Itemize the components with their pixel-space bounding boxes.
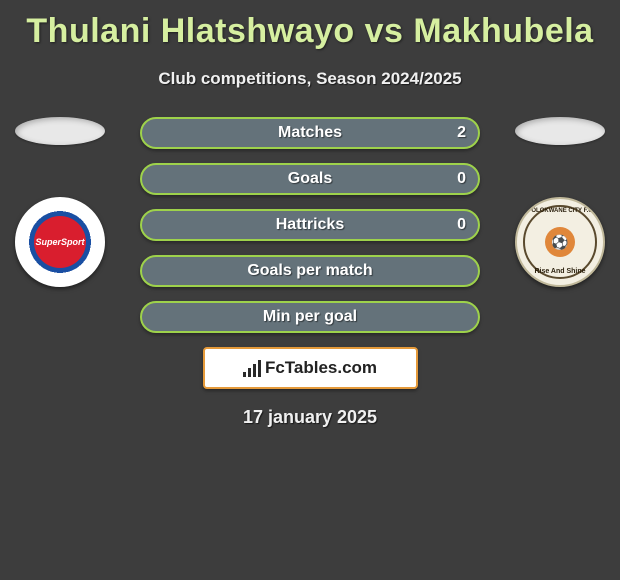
player-right-column: POLOKWANE CITY F.C ⚽ Rise And Shine bbox=[500, 117, 620, 287]
stat-row: Hattricks 0 bbox=[140, 209, 480, 241]
player-left-avatar-placeholder bbox=[15, 117, 105, 145]
comparison-panel: SuperSport POLOKWANE CITY F.C ⚽ Rise And… bbox=[0, 117, 620, 428]
stats-list: Matches 2 Goals 0 Hattricks 0 Goals per match M… bbox=[140, 117, 480, 333]
club-badge-right-motto: Rise And Shine bbox=[534, 268, 585, 275]
bar-chart-icon-bar bbox=[248, 368, 251, 377]
stat-row: Goals per match bbox=[140, 255, 480, 287]
stat-label: Goals bbox=[288, 170, 332, 188]
stat-value-right: 0 bbox=[457, 170, 466, 188]
site-name: FcTables.com bbox=[265, 358, 377, 378]
page-title: Thulani Hlatshwayo vs Makhubela bbox=[0, 0, 620, 51]
bar-chart-icon bbox=[243, 359, 261, 377]
stat-value-right: 0 bbox=[457, 216, 466, 234]
club-badge-left-inner: SuperSport bbox=[34, 216, 86, 268]
stat-value-right: 2 bbox=[457, 124, 466, 142]
stat-label: Matches bbox=[278, 124, 342, 142]
snapshot-date: 17 january 2025 bbox=[0, 407, 620, 428]
bar-chart-icon-bar bbox=[253, 364, 256, 377]
club-badge-right-top-text: POLOKWANE CITY F.C bbox=[527, 208, 592, 214]
stat-label: Goals per match bbox=[247, 262, 372, 280]
stat-row: Min per goal bbox=[140, 301, 480, 333]
stat-row: Matches 2 bbox=[140, 117, 480, 149]
player-left-column: SuperSport bbox=[0, 117, 120, 287]
page-subtitle: Club competitions, Season 2024/2025 bbox=[0, 69, 620, 89]
site-attribution: FcTables.com bbox=[203, 347, 418, 389]
stat-label: Min per goal bbox=[263, 308, 357, 326]
bar-chart-icon-bar bbox=[243, 372, 246, 377]
club-badge-left: SuperSport bbox=[15, 197, 105, 287]
player-right-avatar-placeholder bbox=[515, 117, 605, 145]
club-badge-right: POLOKWANE CITY F.C ⚽ Rise And Shine bbox=[515, 197, 605, 287]
bar-chart-icon-bar bbox=[258, 360, 261, 377]
stat-row: Goals 0 bbox=[140, 163, 480, 195]
stat-label: Hattricks bbox=[276, 216, 344, 234]
